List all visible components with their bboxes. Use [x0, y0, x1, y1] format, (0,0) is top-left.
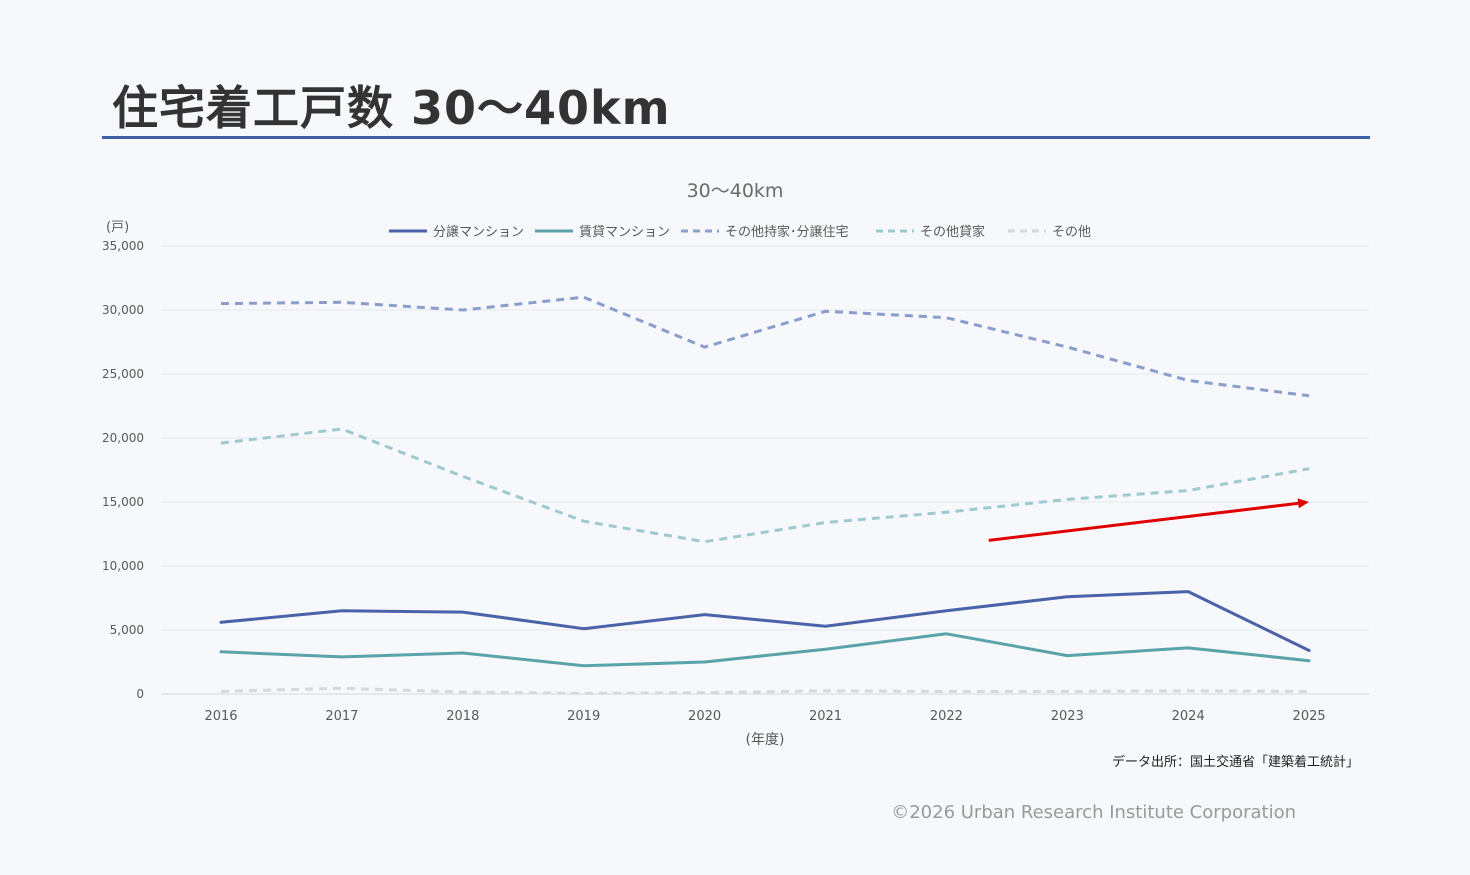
- grid: [161, 245, 1369, 695]
- series-line: [219, 632, 1311, 668]
- legend-label: その他: [1052, 225, 1091, 240]
- x-tick-label: 2021: [809, 709, 842, 724]
- trend-arrow-line: [988, 501, 1299, 542]
- legend-label: 賃貸マンション: [579, 224, 670, 240]
- title-divider: [102, 136, 1370, 139]
- legend-label: 分譲マンション: [433, 224, 524, 240]
- y-axis-ticks: 0 5,000 10,000 15,000 20,000 25,000 30,000 35,0…: [102, 239, 144, 701]
- source-note: データ出所：国土交通省「建築着工統計」: [1111, 755, 1359, 770]
- legend-label: その他貸家: [920, 224, 985, 240]
- series-line: [220, 686, 1310, 695]
- trend-arrow-head: [1297, 498, 1310, 509]
- y-tick-label: 30,000: [102, 303, 144, 317]
- x-tick-label: 2016: [204, 709, 237, 724]
- x-axis-ticks: 2016 2017 2018 2019 2020 2021 2022 2023 2024 2025: [204, 709, 1325, 724]
- series-lines: [219, 295, 1311, 695]
- annotations: [988, 498, 1310, 542]
- y-tick-label: 15,000: [102, 495, 144, 509]
- x-tick-label: 2018: [446, 709, 479, 724]
- x-tick-label: 2022: [930, 709, 963, 724]
- y-tick-label: 5,000: [110, 623, 144, 637]
- series-line: [220, 295, 1310, 398]
- x-tick-label: 2023: [1051, 709, 1084, 724]
- y-tick-label: 0: [136, 687, 144, 701]
- x-axis-label: (年度): [746, 732, 785, 748]
- legend: 分譲マンション 賃貸マンション その他持家･分譲住宅 その他貸家 その他: [389, 224, 1091, 240]
- legend-label: その他持家･分譲住宅: [725, 224, 849, 240]
- y-tick-label: 10,000: [102, 559, 144, 573]
- y-axis-label: (戸): [106, 220, 129, 235]
- x-tick-label: 2025: [1293, 709, 1326, 724]
- y-tick-label: 35,000: [102, 239, 144, 253]
- series-line: [219, 590, 1311, 652]
- y-tick-label: 25,000: [102, 367, 144, 381]
- chart-title: 30～40km: [687, 180, 784, 202]
- page-title: 住宅着工戸数 30～40km: [112, 81, 671, 135]
- x-tick-label: 2019: [567, 709, 600, 724]
- x-tick-label: 2024: [1172, 709, 1205, 724]
- copyright: ©2026 Urban Research Institute Corporati…: [891, 802, 1296, 823]
- series-line: [220, 427, 1310, 544]
- y-tick-label: 20,000: [102, 431, 144, 445]
- x-tick-label: 2017: [325, 709, 358, 724]
- x-tick-label: 2020: [688, 709, 721, 724]
